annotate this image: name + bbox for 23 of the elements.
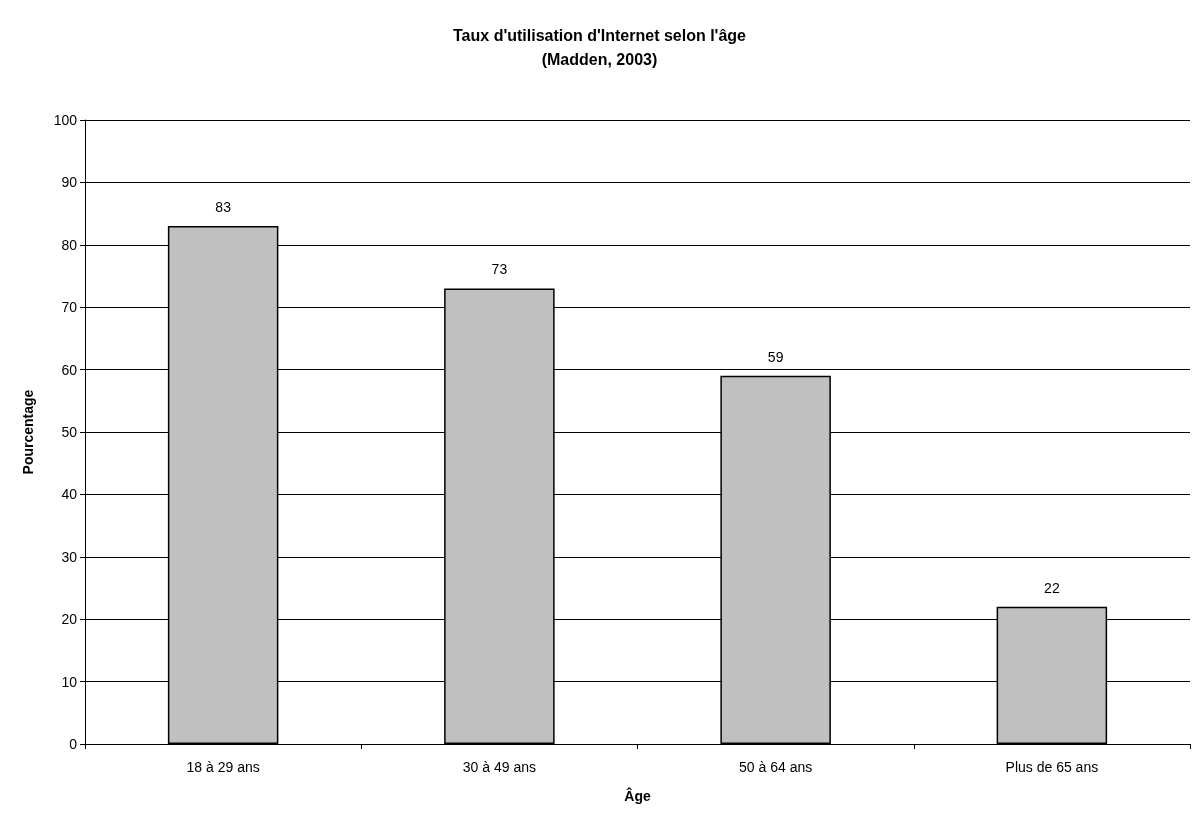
y-tick-label: 100: [53, 112, 78, 128]
data-label: 22: [1044, 579, 1060, 596]
data-label: 73: [491, 261, 508, 278]
data-label: 59: [767, 348, 784, 365]
y-axis-title: Pourcentage: [20, 389, 36, 475]
y-tick-label: 20: [61, 611, 78, 628]
y-tick-label: 90: [61, 174, 78, 191]
y-tick-label: 30: [61, 548, 78, 565]
x-axis-title: Âge: [624, 787, 651, 804]
data-label: 83: [215, 199, 232, 216]
y-tick-label: 70: [61, 299, 78, 316]
y-tick-label: 10: [61, 673, 78, 690]
x-tick-label: 30 à 49 ans: [462, 759, 536, 775]
x-tick-label: 18 à 29 ans: [186, 759, 260, 775]
chart-title: Taux d'utilisation d'Internet selon l'âge: [453, 26, 747, 44]
y-tick-label: 60: [61, 361, 78, 378]
y-tick-label: 0: [69, 736, 78, 752]
chart-subtitle: (Madden, 2003): [541, 50, 658, 68]
y-tick-label: 50: [61, 424, 78, 440]
x-tick-label: 50 à 64 ans: [739, 759, 813, 775]
x-tick-label: Plus de 65 ans: [1005, 759, 1099, 775]
y-tick-label: 40: [61, 486, 78, 503]
y-tick-label: 80: [61, 236, 78, 253]
